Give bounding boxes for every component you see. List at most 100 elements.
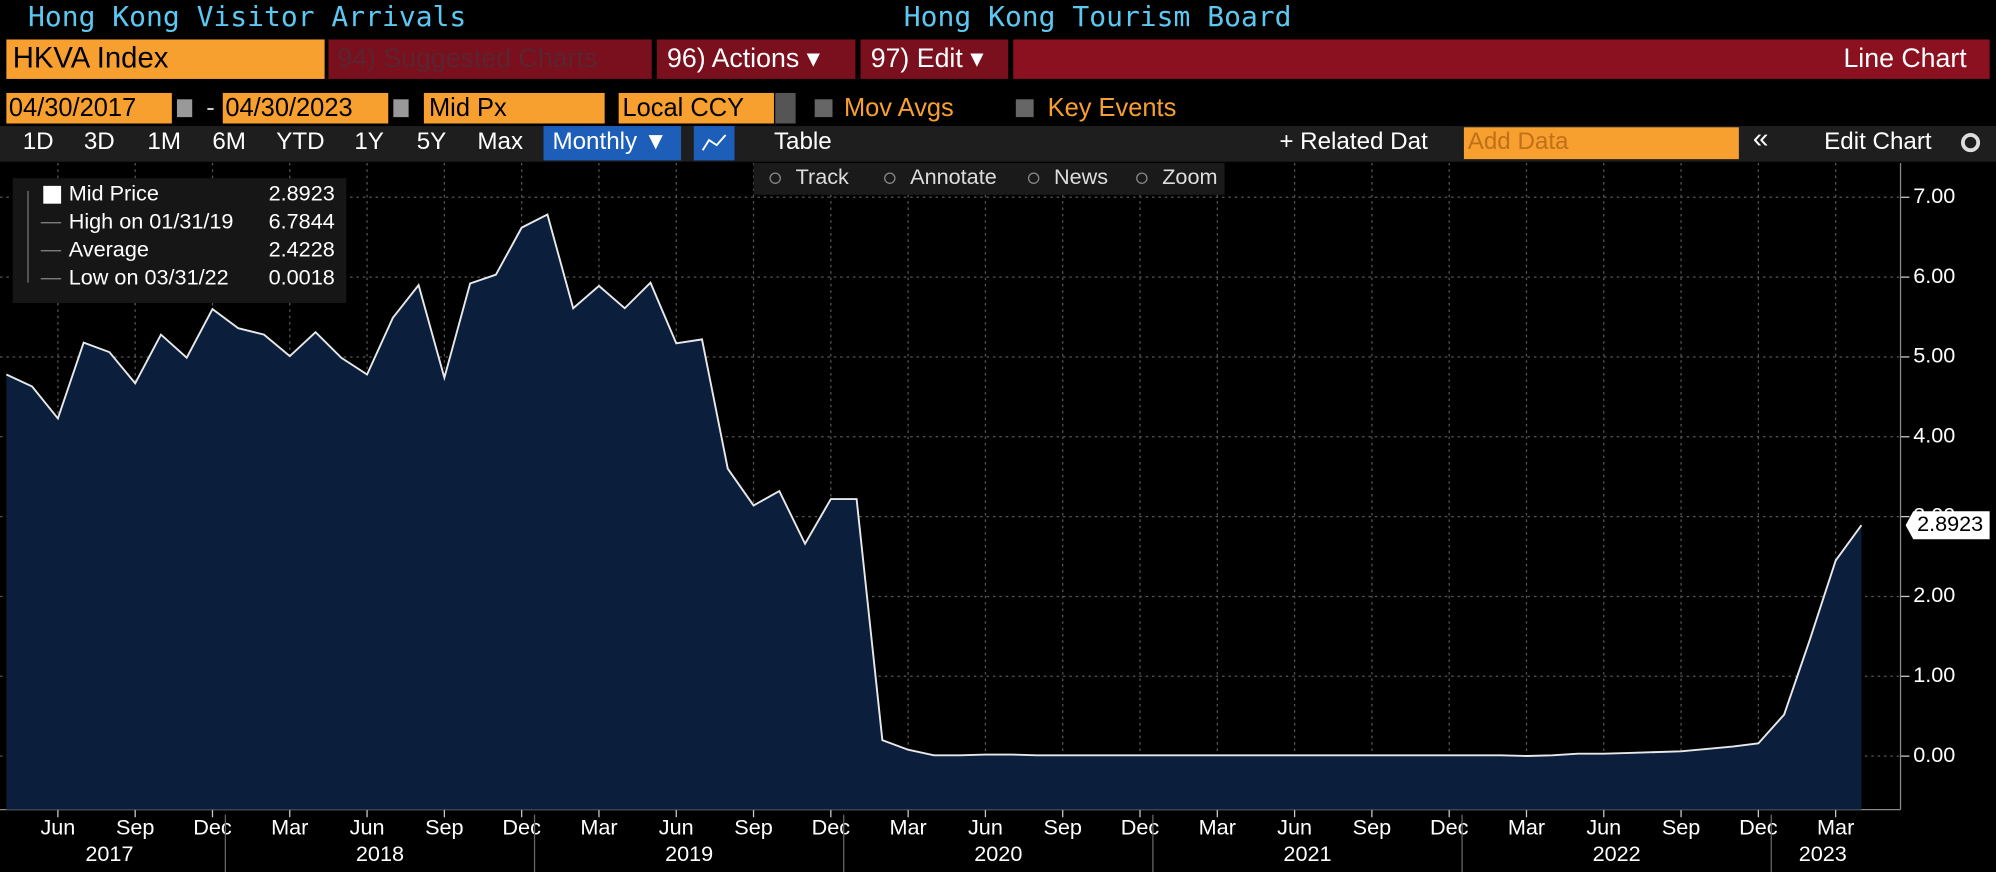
- x-tick-label: Sep: [1043, 814, 1081, 839]
- dash: -: [206, 94, 214, 122]
- line: [5, 213, 1863, 757]
- source: Hong Kong Tourism Board: [904, 0, 1292, 33]
- x-year-label: 2020: [974, 841, 1022, 866]
- chart-tools-bar: [753, 162, 1225, 195]
- actions-button[interactable]: [656, 39, 856, 79]
- legend-value: 2.4228: [269, 237, 335, 262]
- tool-icon[interactable]: [769, 172, 781, 184]
- x-year-label: 2017: [85, 841, 133, 866]
- actions-label: 96) Actions ▾: [667, 43, 821, 73]
- mov-avgs-checkbox[interactable]: [814, 99, 833, 118]
- period-button[interactable]: 1Y: [354, 128, 384, 155]
- x-tick-label: Jun: [659, 814, 694, 839]
- tool-icon[interactable]: [1027, 172, 1040, 184]
- x-tick-label: Dec: [1430, 814, 1469, 839]
- x-tick-label: Dec: [193, 814, 232, 839]
- legend-value: 2.8923: [269, 180, 335, 205]
- tool-icon[interactable]: [1136, 172, 1148, 184]
- frequency: Monthly ▼: [552, 128, 667, 155]
- settings-icon[interactable]: [1960, 133, 1981, 153]
- price-tag: [1905, 511, 1990, 540]
- price-tag-label: 2.8923: [1917, 511, 1983, 536]
- period-button[interactable]: 5Y: [417, 128, 447, 155]
- y-tick-label: 2.00: [1913, 582, 1955, 607]
- x-tick-label: Sep: [1662, 814, 1700, 839]
- legend-box: [12, 178, 347, 303]
- x-tick-label: Jun: [1586, 814, 1621, 839]
- edit-button[interactable]: [860, 39, 1009, 79]
- y-tick-label: 5.00: [1913, 343, 1955, 368]
- title: Hong Kong Visitor Arrivals: [28, 0, 466, 33]
- calendar-icon[interactable]: [393, 99, 409, 118]
- edit-label: 97) Edit ▾: [871, 43, 985, 73]
- y-tick-label: 1.00: [1913, 662, 1955, 687]
- add-data: Add Data: [1468, 128, 1569, 155]
- area: [6, 214, 1862, 810]
- x-tick-label: Jun: [1277, 814, 1312, 839]
- x-year-label: 2022: [1593, 841, 1641, 866]
- x-tick-label: Jun: [968, 814, 1003, 839]
- x-tick-label: Dec: [1739, 814, 1778, 839]
- tool-icon[interactable]: [884, 172, 896, 184]
- x-tick-label: Dec: [812, 814, 851, 839]
- legend-label: Low on 03/31/22: [69, 265, 229, 290]
- suggested-button[interactable]: [328, 39, 652, 79]
- x-year-label: 2019: [665, 841, 713, 866]
- related-data[interactable]: + Related Dat: [1279, 128, 1428, 155]
- currency: Local CCY: [622, 94, 744, 122]
- edit-chart-button[interactable]: Edit Chart: [1824, 128, 1932, 155]
- legend-label: Average: [69, 237, 149, 262]
- collapse-button[interactable]: «: [1753, 122, 1769, 153]
- ticker-box[interactable]: [6, 39, 325, 79]
- chart-tool[interactable]: Annotate: [910, 164, 997, 189]
- x-tick-label: Sep: [734, 814, 772, 839]
- x-tick-label: Jun: [40, 814, 75, 839]
- currency-box[interactable]: [618, 92, 774, 124]
- key-events: Key Events: [1048, 94, 1177, 122]
- legend-value: 0.0018: [269, 265, 335, 290]
- legend-label: Mid Price: [69, 180, 159, 205]
- start-date: 04/30/2017: [9, 94, 136, 122]
- period-button[interactable]: Max: [477, 128, 523, 155]
- start-date-box[interactable]: [6, 92, 172, 124]
- x-tick-label: Dec: [1121, 814, 1160, 839]
- y-tick-label: 7.00: [1913, 183, 1955, 208]
- period-button[interactable]: 1D: [23, 128, 54, 155]
- chart-type: Line Chart: [1843, 43, 1967, 73]
- frequency-button[interactable]: [543, 126, 682, 161]
- x-year-label: 2018: [356, 841, 404, 866]
- suggested-label: 94) Suggested Charts: [337, 43, 597, 73]
- key-events-checkbox[interactable]: [1015, 99, 1034, 118]
- end-date-box[interactable]: [222, 92, 389, 124]
- period-button[interactable]: YTD: [276, 128, 324, 155]
- chart-tool[interactable]: Zoom: [1162, 164, 1217, 189]
- chart-type-bar[interactable]: [1013, 39, 1990, 79]
- period-button[interactable]: 1M: [147, 128, 181, 155]
- x-tick-label: Mar: [271, 814, 308, 839]
- calendar-icon[interactable]: [176, 99, 193, 118]
- x-tick-label: Mar: [1817, 814, 1854, 839]
- currency-dropdown[interactable]: [775, 92, 796, 124]
- x-tick-label: Mar: [580, 814, 617, 839]
- legend-swatch: [43, 185, 62, 204]
- chart-tool[interactable]: News: [1054, 164, 1108, 189]
- field: Mid Px: [429, 94, 507, 122]
- table-button[interactable]: Table: [774, 128, 832, 155]
- field-box[interactable]: [423, 92, 605, 124]
- period-button[interactable]: 3D: [84, 128, 115, 155]
- x-tick-label: Sep: [425, 814, 463, 839]
- x-year-label: 2023: [1799, 841, 1847, 866]
- chart-tool[interactable]: Track: [796, 164, 849, 189]
- x-year-label: 2021: [1283, 841, 1331, 866]
- y-tick-label: 6.00: [1913, 263, 1955, 288]
- x-tick-label: Sep: [1353, 814, 1391, 839]
- x-tick-label: Sep: [116, 814, 154, 839]
- period-button[interactable]: 6M: [212, 128, 246, 155]
- end-date: 04/30/2023: [225, 94, 352, 122]
- x-tick-label: Jun: [350, 814, 385, 839]
- add-data-box[interactable]: [1463, 127, 1739, 160]
- x-tick-label: Mar: [1508, 814, 1545, 839]
- legend-value: 6.7844: [269, 208, 335, 233]
- x-tick-label: Dec: [502, 814, 541, 839]
